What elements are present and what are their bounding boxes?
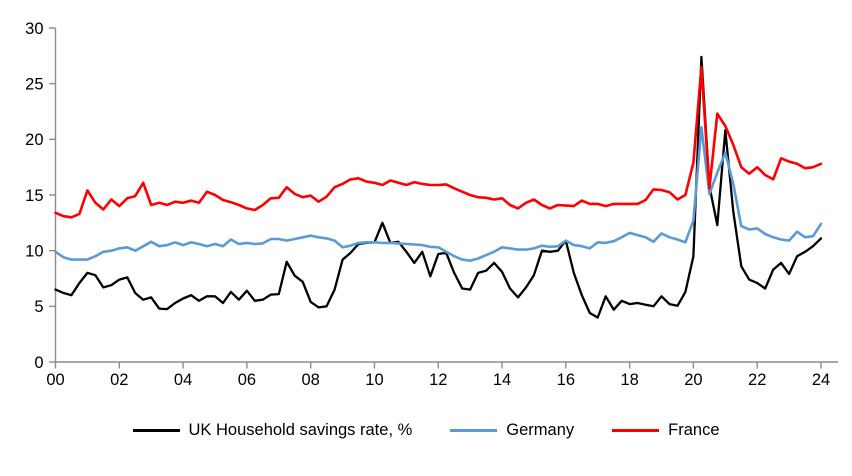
- x-axis-tick-label: 02: [110, 371, 128, 389]
- x-axis-tick-label: 10: [365, 371, 383, 389]
- x-axis-tick-label: 24: [812, 371, 830, 389]
- x-axis-tick-label: 20: [684, 371, 702, 389]
- y-axis-tick-label: 10: [25, 242, 43, 260]
- uk-savings-line: [54, 55, 823, 319]
- legend-item-france: France: [612, 421, 720, 439]
- x-axis-tick-label: 04: [174, 371, 192, 389]
- uk-line-swatch: [132, 428, 180, 432]
- legend-label-germany: Germany: [506, 421, 575, 439]
- x-axis-tick-label: 08: [301, 371, 319, 389]
- legend-label-uk: UK Household savings rate, %: [188, 421, 413, 439]
- x-axis-tick-label: 22: [748, 371, 766, 389]
- x-axis-tick-label: 00: [46, 371, 64, 389]
- germany-savings-line: [54, 125, 823, 263]
- france-savings-line: [54, 65, 823, 219]
- x-axis-tick-label: 14: [493, 371, 511, 389]
- y-axis-tick-label: 15: [25, 187, 43, 205]
- legend-label-france: France: [668, 421, 720, 439]
- x-axis-tick-label: 06: [238, 371, 256, 389]
- legend-item-uk: UK Household savings rate, %: [132, 421, 413, 439]
- y-axis-tick-label: 0: [34, 354, 43, 372]
- x-axis-tick-label: 16: [557, 371, 575, 389]
- x-axis-tick-label: 12: [429, 371, 447, 389]
- chart-legend: UK Household savings rate, % Germany Fra…: [0, 422, 852, 439]
- x-axis-tick-label: 18: [620, 371, 638, 389]
- y-axis-tick-label: 30: [25, 20, 43, 38]
- germany-line-swatch: [450, 428, 498, 432]
- y-axis-tick-label: 20: [25, 131, 43, 149]
- y-axis-tick-label: 5: [34, 298, 43, 316]
- savings-rate-chart-plot: 0 5 10 15 20 25 30 00 02 04 06 08 10 12 14 16 18 20 22 24: [25, 20, 838, 389]
- france-line-swatch: [612, 428, 660, 432]
- legend-item-germany: Germany: [450, 422, 574, 439]
- y-axis-tick-label: 25: [25, 75, 43, 93]
